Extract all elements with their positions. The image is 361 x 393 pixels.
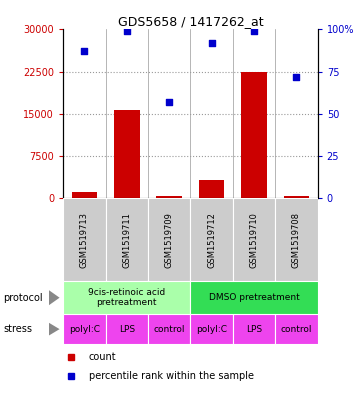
Text: GSM1519708: GSM1519708 — [292, 212, 301, 268]
Text: count: count — [88, 351, 116, 362]
Text: protocol: protocol — [4, 293, 43, 303]
Point — [166, 99, 172, 105]
Bar — [114, 110, 139, 198]
Bar — [275, 198, 318, 281]
Polygon shape — [49, 323, 60, 336]
Point — [209, 40, 214, 46]
Text: LPS: LPS — [119, 325, 135, 334]
Text: GSM1519710: GSM1519710 — [249, 212, 258, 268]
Polygon shape — [49, 290, 60, 305]
Point — [293, 73, 299, 80]
Text: percentile rank within the sample: percentile rank within the sample — [88, 371, 254, 382]
Text: polyI:C: polyI:C — [196, 325, 227, 334]
Bar — [241, 72, 267, 198]
Point — [251, 28, 257, 34]
Bar — [148, 314, 191, 344]
Bar — [71, 192, 97, 198]
Bar — [190, 281, 318, 314]
Bar — [63, 314, 105, 344]
Point — [82, 48, 87, 55]
Bar — [148, 198, 191, 281]
Text: GSM1519713: GSM1519713 — [80, 212, 89, 268]
Text: GSM1519711: GSM1519711 — [122, 212, 131, 268]
Bar — [190, 198, 233, 281]
Bar — [105, 314, 148, 344]
Text: GSM1519712: GSM1519712 — [207, 212, 216, 268]
Text: control: control — [281, 325, 312, 334]
Text: stress: stress — [4, 324, 32, 334]
Title: GDS5658 / 1417262_at: GDS5658 / 1417262_at — [118, 15, 263, 28]
Bar — [233, 198, 275, 281]
Bar — [233, 314, 275, 344]
Bar — [63, 198, 105, 281]
Text: 9cis-retinoic acid
pretreatment: 9cis-retinoic acid pretreatment — [88, 288, 165, 307]
Bar — [156, 196, 182, 198]
Bar — [105, 198, 148, 281]
Text: control: control — [153, 325, 185, 334]
Bar — [190, 314, 233, 344]
Point — [124, 28, 130, 34]
Text: polyI:C: polyI:C — [69, 325, 100, 334]
Text: LPS: LPS — [246, 325, 262, 334]
Bar — [275, 314, 318, 344]
Bar — [63, 281, 190, 314]
Bar — [199, 180, 224, 198]
Text: GSM1519709: GSM1519709 — [165, 212, 174, 268]
Text: DMSO pretreatment: DMSO pretreatment — [209, 293, 299, 302]
Bar — [284, 196, 309, 198]
